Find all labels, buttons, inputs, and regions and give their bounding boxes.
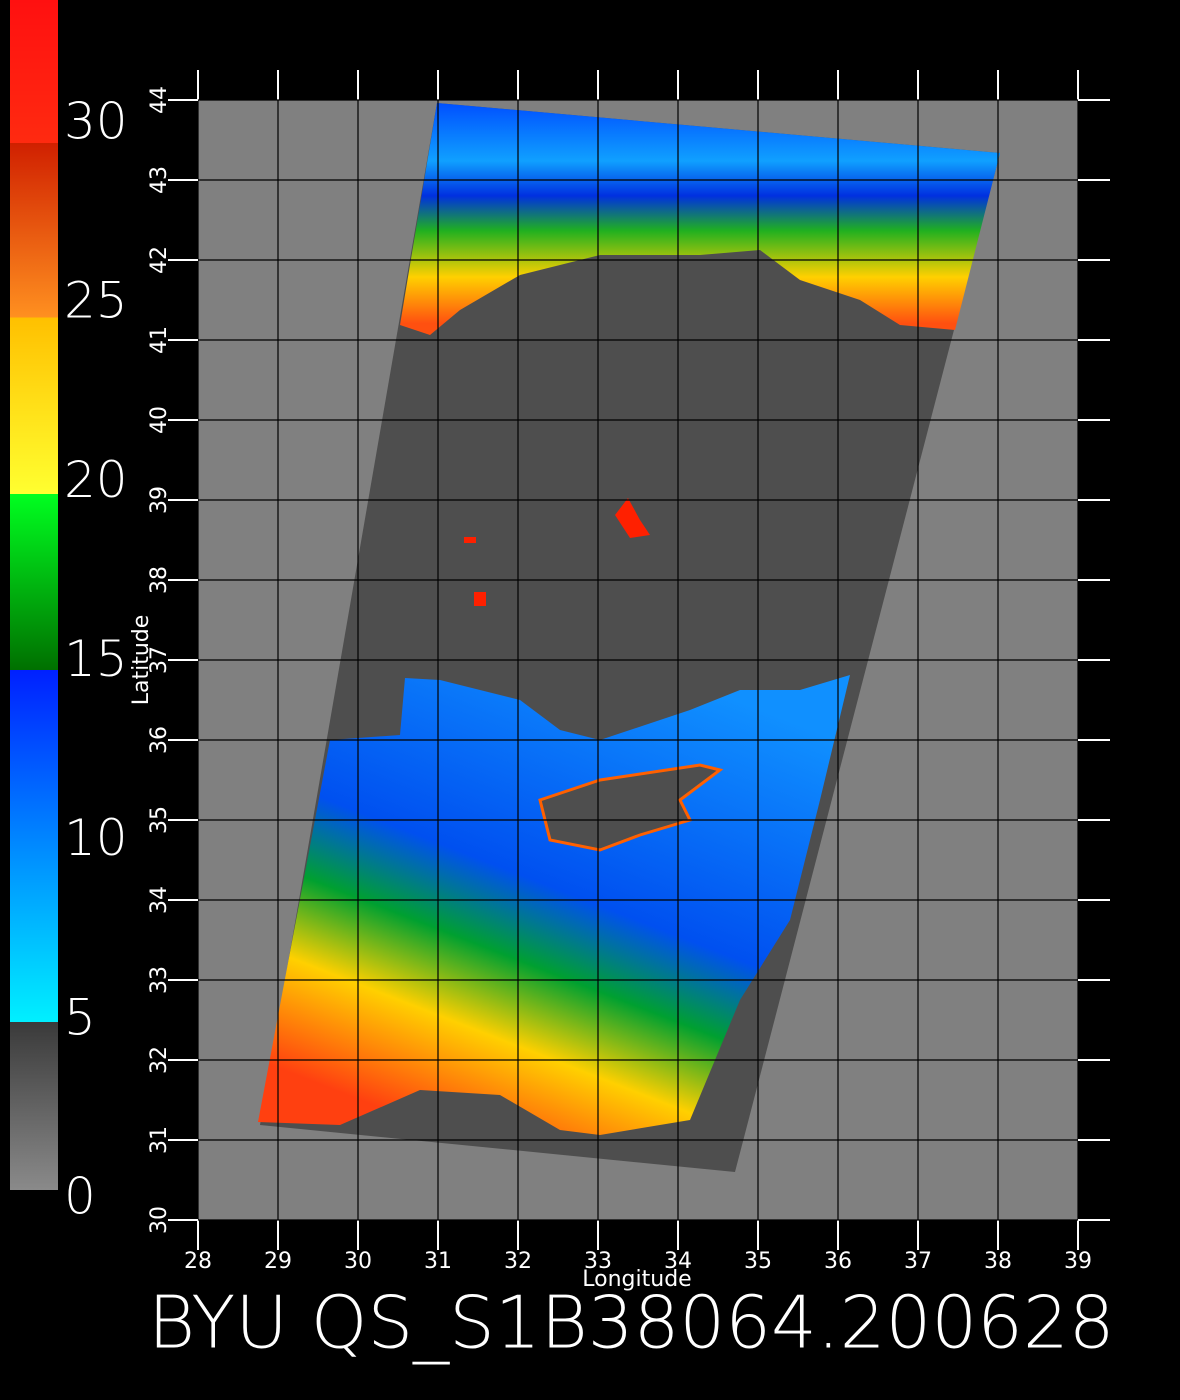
y-tick-label: 38	[147, 566, 172, 594]
x-axis-label: Longitude	[582, 1267, 691, 1292]
x-tick-label: 39	[1064, 1249, 1092, 1274]
x-tick-label: 37	[904, 1249, 932, 1274]
x-tick-label: 30	[344, 1249, 372, 1274]
y-axis-label: Latitude	[129, 615, 154, 706]
y-tick-label: 30	[147, 1206, 172, 1234]
x-tick-label: 36	[824, 1249, 852, 1274]
lake-patch	[474, 592, 486, 606]
x-tick-label: 33	[584, 1249, 612, 1274]
colorbar-label: 10	[64, 809, 128, 867]
colorbar-label: 25	[64, 272, 128, 330]
y-tick-label: 41	[147, 326, 172, 354]
y-tick-label: 43	[147, 166, 172, 194]
y-tick-label: 42	[147, 246, 172, 274]
y-tick-label: 31	[147, 1126, 172, 1154]
x-tick-label: 38	[984, 1249, 1012, 1274]
y-tick-label: 36	[147, 726, 172, 754]
x-tick-label: 35	[744, 1249, 772, 1274]
lake-patch	[615, 498, 650, 538]
y-tick-label: 33	[147, 966, 172, 994]
y-tick-label: 34	[147, 886, 172, 914]
colorbar-label: 30	[64, 93, 128, 151]
y-tick-label: 35	[147, 806, 172, 834]
cyprus	[538, 763, 724, 852]
colorbar	[10, 0, 58, 1190]
x-tick-label: 34	[664, 1249, 692, 1274]
colorbar-label: 15	[64, 630, 128, 688]
black-sea-winds	[400, 103, 1000, 335]
colorbar-label: 5	[64, 988, 96, 1046]
y-tick-label: 40	[147, 406, 172, 434]
colorbar-label: 0	[64, 1168, 96, 1226]
y-tick-label: 32	[147, 1046, 172, 1074]
axes	[168, 70, 1110, 1250]
x-tick-label: 29	[264, 1249, 292, 1274]
lake-patch	[464, 537, 476, 543]
title: BYU QS_S1B38064.200628	[148, 1281, 1115, 1365]
colorbar-label: 20	[64, 451, 128, 509]
x-tick-label: 28	[184, 1249, 212, 1274]
mediterranean-winds	[258, 675, 850, 1135]
y-tick-label: 37	[147, 646, 172, 674]
y-tick-label: 44	[147, 86, 172, 114]
x-tick-label: 31	[424, 1249, 452, 1274]
y-tick-label: 39	[147, 486, 172, 514]
x-tick-label: 32	[504, 1249, 532, 1274]
